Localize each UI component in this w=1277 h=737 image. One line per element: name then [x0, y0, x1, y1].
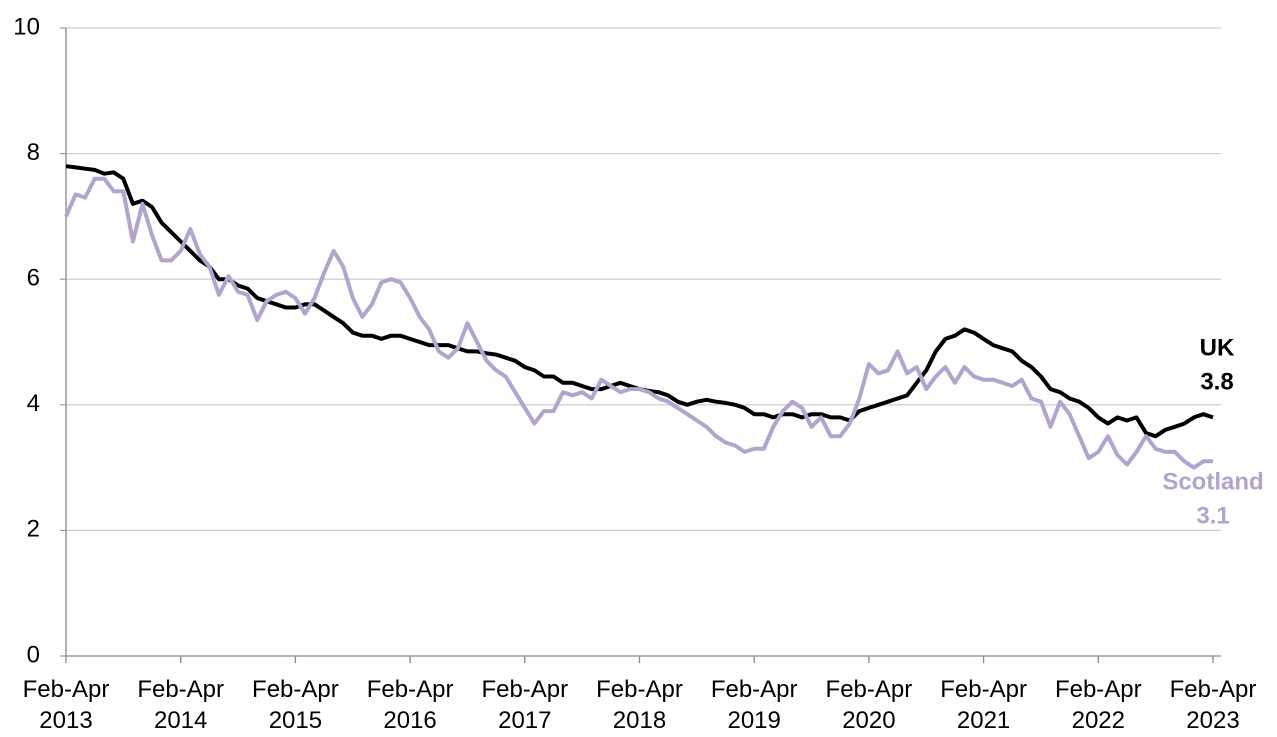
- end-value-label: 3.1: [1196, 502, 1229, 529]
- series-label: UK: [1200, 334, 1235, 361]
- x-tick-label: Feb-Apr 2013: [22, 676, 110, 734]
- x-tick-label: Feb-Apr 2018: [596, 676, 683, 734]
- x-tick-label: Feb-Apr 2015: [252, 676, 339, 734]
- line: [65, 164, 1214, 439]
- line: [64, 176, 1213, 470]
- x-tick-label: Feb-Apr 2022: [1054, 676, 1142, 734]
- y-tick-label: 6: [27, 265, 40, 292]
- x-tick-label: Feb-Apr 2016: [366, 676, 454, 734]
- series-label: Scotland: [1162, 468, 1263, 495]
- x-tick-label: Feb-Apr 2017: [481, 676, 569, 734]
- y-tick-label: 4: [27, 390, 40, 417]
- y-tick-label: 10: [13, 13, 40, 40]
- x-tick-label: Feb-Apr 2023: [1169, 676, 1257, 734]
- x-tick-label: Feb-Apr 2020: [825, 676, 913, 734]
- x-tick-label: Feb-Apr 2014: [137, 676, 225, 734]
- y-tick-label: 8: [27, 139, 40, 166]
- x-tick-label: Feb-Apr 2019: [710, 676, 798, 734]
- x-tick-label: Feb-Apr 2021: [940, 676, 1027, 734]
- y-tick-label: 2: [27, 516, 40, 543]
- y-tick-label: 0: [27, 641, 40, 668]
- end-value-label: 3.8: [1200, 368, 1233, 395]
